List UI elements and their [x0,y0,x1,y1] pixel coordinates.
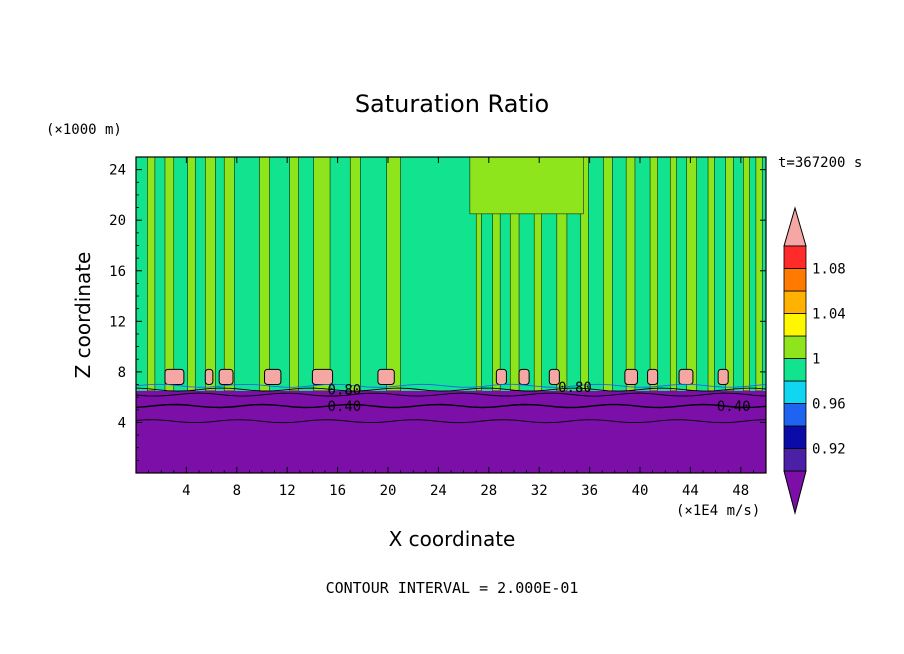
colorbar-label: 1.08 [812,262,846,278]
contour-field [136,156,766,473]
contour-line [135,387,767,392]
supersaturated-cell [548,368,560,386]
contour-label: 0.40 [717,399,751,415]
contour-label: 0.40 [328,399,362,415]
y-tick-label: 4 [118,415,126,431]
vertical-band [147,156,156,392]
x-unit-label: (×1E4 m/s) [676,503,760,519]
vertical-band [164,156,175,392]
vertical-band [686,156,697,392]
upper-band-region [469,156,584,215]
colorbar-segment [783,358,807,382]
vertical-band [707,156,715,392]
x-tick-label: 32 [531,483,548,499]
contour-lines [135,383,767,424]
lower-layer-region [136,390,766,473]
colorbar-under-arrow [783,470,807,515]
time-label: t=367200 s [778,155,862,171]
y-tick-label: 8 [118,365,126,381]
colorbar-segment [783,268,807,292]
y-unit-label: (×1000 m) [46,122,122,138]
x-tick-label: 28 [480,483,497,499]
x-tick-label: 36 [581,483,598,499]
x-tick-label: 48 [732,483,749,499]
x-tick-label: 44 [682,483,699,499]
contour-label: 0.80 [328,383,362,399]
vertical-band [349,156,361,392]
contour-value-labels: 0.800.400.800.40 [328,380,751,415]
y-tick-label: 16 [109,264,126,280]
x-tick-label: 40 [632,483,649,499]
colorbar-segment [783,313,807,337]
supersaturated-cell [647,368,659,386]
vertical-band [187,156,196,392]
supersaturated-cell [518,368,530,386]
vertical-band [259,156,270,392]
contour-interval-note: CONTOUR INTERVAL = 2.000E-01 [326,579,579,597]
y-axis: 4 8 12 16 20 24 [109,163,766,461]
vertical-band [625,156,636,392]
colorbar-label: 0.92 [812,442,846,458]
vertical-band [649,156,658,392]
x-tick-label: 16 [329,483,346,499]
colorbar-segment [783,403,807,427]
vertical-band [755,156,763,392]
colorbar-segment [783,425,807,449]
vertical-band [725,156,734,392]
supersaturated-cell [495,368,507,386]
vertical-band [223,156,235,392]
colorbar-label: 0.96 [812,397,846,413]
vertical-band [205,156,216,392]
y-tick-label: 12 [109,314,126,330]
vertical-band [313,156,331,392]
x-tick-label: 4 [182,483,190,499]
x-tick-label: 8 [233,483,241,499]
supersaturated-cell [204,368,214,386]
colorbar-segment [783,448,807,472]
supersaturated-cell [678,368,694,386]
y-tick-label: 20 [109,213,126,229]
colorbar-segment [783,290,807,314]
supersaturated-cell [624,368,638,386]
x-tick-label: 12 [279,483,296,499]
y-axis-label: Z coordinate [71,252,95,379]
colorbar-segment [783,245,807,269]
y-tick-label: 24 [109,163,126,179]
colorbar-label: 1 [812,352,820,368]
colorbar-segment [783,335,807,359]
vertical-band [289,156,299,392]
x-axis: 4 8 12 16 20 24 28 32 36 40 44 48 [148,157,754,499]
supersaturated-cell [717,368,729,386]
contour-line [135,383,767,388]
colorbar-segment [783,380,807,404]
vertical-band [603,156,613,392]
vertical-band [743,156,750,392]
chart-title: Saturation Ratio [355,90,549,118]
supersaturated-cell [264,368,282,386]
contour-line [135,392,767,397]
x-tick-label: 24 [430,483,447,499]
vertical-band [386,156,401,392]
contour-line [135,419,767,424]
x-axis-label: X coordinate [389,527,516,551]
supersaturated-cell [377,368,395,386]
colorbar-over-arrow [783,206,807,247]
supersaturated-cell [164,368,185,386]
vertical-band [669,156,677,392]
contour-line [135,403,767,409]
colorbar-label: 1.04 [812,307,846,323]
x-tick-label: 20 [380,483,397,499]
contour-label: 0.80 [558,380,592,396]
colorbar: 0.92 0.96 1 1.04 1.08 [783,206,846,515]
background-region [136,157,766,391]
supersaturated-cell [218,368,234,386]
